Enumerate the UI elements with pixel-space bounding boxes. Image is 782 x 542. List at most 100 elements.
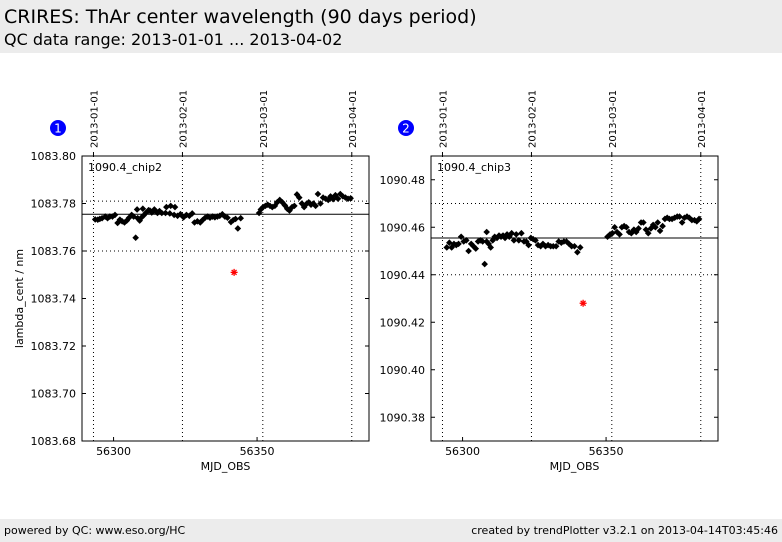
panel-label: 1090.4_chip3 xyxy=(437,161,511,174)
data-point xyxy=(116,216,124,223)
data-point xyxy=(491,233,499,241)
data-point xyxy=(623,223,630,231)
data-point xyxy=(510,237,518,244)
data-point xyxy=(224,214,231,222)
date-tick-label: 2013-02-01 xyxy=(178,90,189,148)
outlier-point xyxy=(230,268,238,276)
date-tick-label: 2013-02-01 xyxy=(527,90,538,148)
data-point xyxy=(237,214,245,222)
panel-badge-number: 1 xyxy=(54,122,62,136)
data-point xyxy=(640,219,647,226)
data-point xyxy=(329,195,337,203)
data-point xyxy=(170,211,178,219)
data-point xyxy=(450,240,458,248)
data-point xyxy=(525,241,532,249)
data-point xyxy=(259,203,267,211)
date-tick-label: 2013-04-01 xyxy=(348,90,359,148)
data-point xyxy=(508,229,515,237)
panel-badge-circle xyxy=(50,120,66,136)
data-point xyxy=(463,237,470,244)
data-point xyxy=(111,211,119,219)
x-tick-label: 56350 xyxy=(240,445,275,458)
data-point xyxy=(565,240,573,248)
x-tick-label: 56300 xyxy=(96,445,131,458)
data-point xyxy=(139,205,147,213)
data-point xyxy=(133,206,141,213)
data-point xyxy=(483,228,490,236)
data-point xyxy=(676,213,683,220)
data-point xyxy=(515,237,523,244)
outlier-point xyxy=(579,299,587,307)
y-tick-label: 1090.40 xyxy=(380,364,426,377)
data-point xyxy=(312,202,319,210)
data-point xyxy=(532,237,539,244)
data-point xyxy=(512,231,520,238)
data-point xyxy=(635,225,642,232)
y-tick-label: 1083.68 xyxy=(31,435,77,448)
data-point xyxy=(138,213,145,221)
data-point xyxy=(183,211,190,219)
y-tick-label: 1090.42 xyxy=(380,316,426,329)
plot-frame xyxy=(430,155,719,442)
y-tick-label: 1090.38 xyxy=(380,411,426,424)
data-point xyxy=(98,214,106,222)
data-point xyxy=(332,191,339,199)
data-point xyxy=(234,225,242,232)
data-point xyxy=(489,237,497,244)
date-tick-label: 2013-03-01 xyxy=(259,90,270,148)
data-point xyxy=(347,194,354,202)
data-point xyxy=(574,248,581,256)
powered-by-text: powered by QC: www.eso.org/HC xyxy=(4,524,186,537)
data-point xyxy=(279,199,286,206)
x-axis-label: MJD_OBS xyxy=(550,460,600,473)
data-point xyxy=(266,202,274,210)
data-point xyxy=(281,202,289,209)
data-point xyxy=(257,206,265,213)
panel-badge-circle xyxy=(398,120,414,136)
y-tick-label: 1090.44 xyxy=(380,269,426,282)
data-point xyxy=(317,200,324,207)
data-point xyxy=(678,219,686,226)
data-point xyxy=(291,202,298,210)
panel-label: 1090.4_chip2 xyxy=(88,161,162,174)
panel-badge-number: 2 xyxy=(402,122,410,136)
data-point xyxy=(132,234,139,241)
date-tick-label: 2013-01-01 xyxy=(89,90,100,148)
data-point xyxy=(460,238,468,245)
data-point xyxy=(501,234,509,242)
y-tick-label: 1083.78 xyxy=(31,198,77,211)
data-range-subtitle: QC data range: 2013-01-01 ... 2013-04-02 xyxy=(4,30,343,49)
data-point xyxy=(576,244,584,251)
data-point xyxy=(656,227,664,235)
report-footer: powered by QC: www.eso.org/HC created by… xyxy=(0,519,782,542)
created-by-text: created by trendPlotter v3.2.1 on 2013-0… xyxy=(471,524,778,537)
data-point xyxy=(151,206,158,213)
data-point xyxy=(499,232,507,239)
data-point xyxy=(465,247,472,255)
page-title: CRIRES: ThAr center wavelength (90 days … xyxy=(4,6,477,28)
data-point xyxy=(339,193,347,200)
data-point xyxy=(319,194,327,201)
data-point xyxy=(104,214,111,222)
data-point xyxy=(295,194,303,201)
data-point xyxy=(695,215,703,223)
report-header: CRIRES: ThAr center wavelength (90 days … xyxy=(0,0,782,53)
data-point xyxy=(481,260,488,268)
data-point xyxy=(334,195,342,203)
data-point xyxy=(620,222,628,230)
y-tick-label: 1083.80 xyxy=(31,150,77,163)
date-tick-label: 2013-04-01 xyxy=(697,90,708,148)
x-tick-label: 56350 xyxy=(589,445,624,458)
data-point xyxy=(446,239,453,246)
chart-panel-1: 1 2013-01-01 2013-02-01 2013-03-01 2013-04-0… xyxy=(13,90,370,473)
data-point xyxy=(264,201,271,208)
data-point xyxy=(186,212,193,220)
data-point xyxy=(642,226,650,233)
data-point xyxy=(479,238,486,245)
date-tick-label: 2013-03-01 xyxy=(608,90,619,148)
data-point xyxy=(314,190,322,198)
chart-panel-2: 2 2013-01-01 2013-02-01 2013-03-01 2013-04-0… xyxy=(380,90,719,473)
x-axis-label: MJD_OBS xyxy=(201,460,251,473)
y-tick-label: 1083.70 xyxy=(31,388,77,401)
data-point xyxy=(171,203,179,211)
